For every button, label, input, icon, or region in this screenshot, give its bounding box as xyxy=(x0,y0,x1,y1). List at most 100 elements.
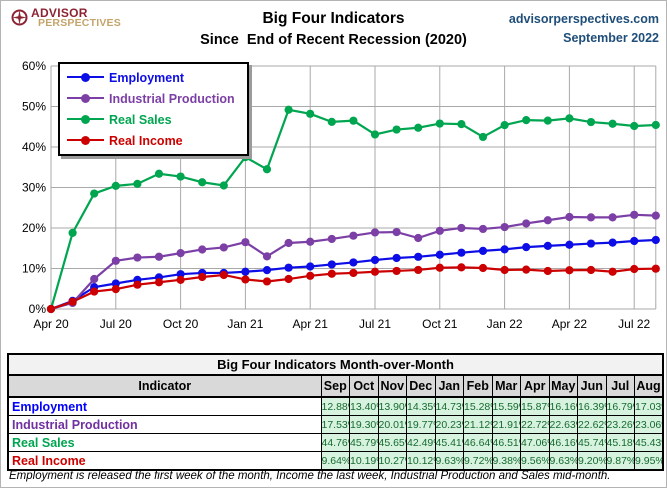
column-header-indicator: Indicator xyxy=(7,374,322,398)
data-point-real-income xyxy=(198,272,207,282)
row-label: Real Income xyxy=(7,451,322,471)
value-cell: 46.16% xyxy=(548,433,578,452)
value-cell: 44.76% xyxy=(320,433,350,452)
value-cell: 9.56% xyxy=(520,451,550,471)
column-header-dec: Dec xyxy=(406,374,436,398)
compass-icon xyxy=(11,9,28,26)
column-header-may: May xyxy=(548,374,578,398)
data-point-real-income xyxy=(522,265,531,274)
data-point-real-income xyxy=(327,269,336,278)
data-point-real-income xyxy=(262,277,272,286)
data-point-real-income xyxy=(111,285,120,294)
column-header-jun: Jun xyxy=(577,374,607,398)
legend-marker xyxy=(67,72,104,83)
data-point-real-sales xyxy=(608,119,617,128)
data-point-real-sales xyxy=(219,181,228,190)
month-over-month-table: Big Four Indicators Month-over-Month Indi… xyxy=(7,353,664,471)
data-point-industrial-production xyxy=(478,224,488,234)
value-cell: 19.30% xyxy=(349,415,379,434)
value-cell: 21.12% xyxy=(463,415,493,434)
value-cell: 22.63% xyxy=(548,415,578,434)
value-cell: 15.87% xyxy=(520,396,550,416)
value-cell: 16.39% xyxy=(577,396,607,416)
table-row: Industrial Production17.53%19.30%20.01%1… xyxy=(7,415,664,434)
y-axis-tick-label: 60% xyxy=(22,59,46,73)
x-axis-tick-label: Jul 22 xyxy=(618,317,650,331)
column-header-feb: Feb xyxy=(463,374,493,398)
data-point-employment xyxy=(176,270,185,279)
data-point-real-sales xyxy=(284,105,293,114)
data-point-industrial-production xyxy=(457,223,466,233)
legend-label: Real Sales xyxy=(109,112,172,127)
data-point-real-sales xyxy=(435,119,444,128)
data-point-industrial-production xyxy=(392,227,401,237)
data-point-real-income xyxy=(478,263,488,273)
data-point-employment xyxy=(457,248,466,257)
value-cell: 15.28% xyxy=(463,396,493,416)
value-cell: 45.18% xyxy=(605,433,635,452)
data-point-real-income xyxy=(219,270,228,280)
value-cell: 9.72% xyxy=(463,451,493,471)
data-point-real-sales xyxy=(198,178,207,187)
data-point-real-sales xyxy=(68,228,77,237)
x-axis-tick-label: Apr 20 xyxy=(33,317,69,331)
x-axis-tick-label: Jul 21 xyxy=(359,317,391,331)
data-point-real-sales xyxy=(306,109,315,118)
logo-text-perspectives: PERSPECTIVES xyxy=(38,17,121,29)
data-point-employment xyxy=(392,253,401,263)
data-point-real-income xyxy=(306,271,315,280)
column-header-oct: Oct xyxy=(349,374,379,398)
data-point-employment xyxy=(608,238,617,247)
legend-item-employment: Employment xyxy=(67,67,235,88)
report-date: September 2022 xyxy=(563,31,659,45)
y-axis-tick-label: 40% xyxy=(22,140,46,154)
data-point-industrial-production xyxy=(349,231,358,240)
chart-title-line1: Big Four Indicators xyxy=(262,10,405,27)
data-point-employment xyxy=(262,266,272,275)
legend-label: Employment xyxy=(109,70,185,85)
data-point-employment xyxy=(435,250,444,259)
data-point-employment xyxy=(284,263,293,272)
data-point-industrial-production xyxy=(500,222,509,232)
value-cell: 16.16% xyxy=(548,396,578,416)
y-axis-tick-label: 30% xyxy=(22,181,46,195)
data-point-employment xyxy=(500,245,509,254)
data-point-real-income xyxy=(392,266,401,276)
value-cell: 23.26% xyxy=(605,415,635,434)
data-point-employment xyxy=(522,243,531,252)
data-point-industrial-production xyxy=(370,228,380,237)
legend-marker xyxy=(67,135,104,146)
data-point-industrial-production xyxy=(176,249,185,258)
legend-item-industrial-production: Industrial Production xyxy=(67,88,235,109)
data-point-employment xyxy=(651,235,660,245)
x-axis-tick-label: Oct 20 xyxy=(163,317,199,331)
legend-marker xyxy=(67,114,104,125)
legend-item-real-sales: Real Sales xyxy=(67,109,235,130)
data-point-employment xyxy=(306,262,315,271)
data-point-real-sales xyxy=(90,189,99,198)
logo-text-advisor: ADVISOR xyxy=(31,6,88,20)
value-cell: 14.35% xyxy=(406,396,436,416)
data-point-industrial-production xyxy=(543,216,552,225)
data-point-real-income xyxy=(651,264,660,273)
data-point-employment xyxy=(349,258,358,267)
value-cell: 23.06% xyxy=(634,415,664,434)
data-point-industrial-production xyxy=(630,210,639,219)
value-cell: 9.63% xyxy=(548,451,578,471)
data-point-industrial-production xyxy=(133,253,142,262)
data-point-real-sales xyxy=(392,125,401,134)
data-point-industrial-production xyxy=(651,211,660,220)
value-cell: 47.06% xyxy=(520,433,550,452)
data-point-industrial-production xyxy=(241,238,250,247)
data-point-industrial-production xyxy=(327,234,336,244)
data-point-real-sales xyxy=(586,117,596,127)
column-header-nov: Nov xyxy=(377,374,407,398)
table-title: Big Four Indicators Month-over-Month xyxy=(7,353,664,376)
data-point-real-income xyxy=(608,267,617,276)
value-cell: 19.77% xyxy=(406,415,436,434)
value-cell: 10.19% xyxy=(349,451,379,471)
data-point-industrial-production xyxy=(608,213,617,222)
data-point-employment xyxy=(586,239,596,248)
column-header-aug: Aug xyxy=(634,374,664,398)
column-header-jan: Jan xyxy=(434,374,464,398)
